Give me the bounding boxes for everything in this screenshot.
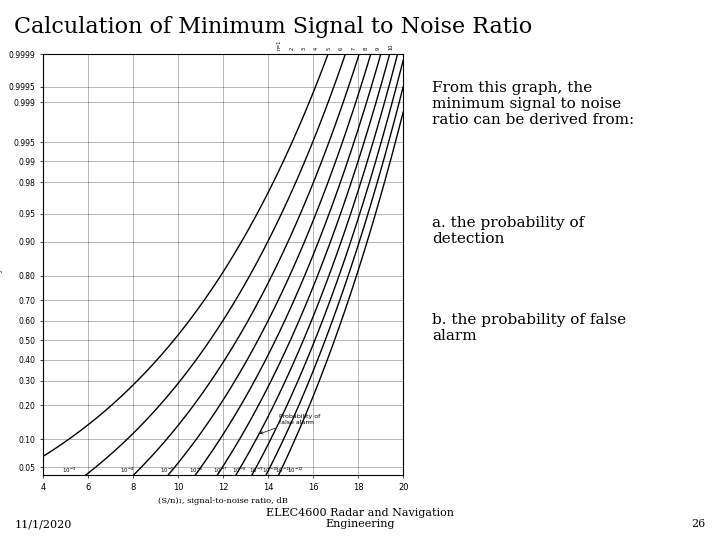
Text: b. the probability of false
alarm: b. the probability of false alarm: [432, 313, 626, 343]
Text: 10$^{-6}$: 10$^{-6}$: [189, 466, 204, 475]
Text: 10$^{-11}$: 10$^{-11}$: [276, 466, 292, 475]
Text: 11/1/2020: 11/1/2020: [14, 519, 72, 529]
Text: 3: 3: [302, 47, 307, 50]
Text: ELEC4600 Radar and Navigation
Engineering: ELEC4600 Radar and Navigation Engineerin…: [266, 508, 454, 529]
Text: 10$^{-3}$: 10$^{-3}$: [62, 466, 76, 475]
Text: 10: 10: [388, 44, 393, 50]
Text: 9: 9: [376, 47, 381, 50]
Text: 10$^{-8}$: 10$^{-8}$: [232, 466, 246, 475]
Text: Probability of
false alarm: Probability of false alarm: [261, 414, 320, 434]
Y-axis label: Probability of detection: Probability of detection: [0, 215, 4, 314]
Text: 10$^{-10}$: 10$^{-10}$: [262, 466, 279, 475]
Text: n=1: n=1: [277, 40, 282, 50]
Text: 10$^{-7}$: 10$^{-7}$: [212, 466, 227, 475]
Text: 10$^{-5}$: 10$^{-5}$: [160, 466, 174, 475]
Text: 8: 8: [364, 47, 369, 50]
Text: From this graph, the
minimum signal to noise
ratio can be derived from:: From this graph, the minimum signal to n…: [432, 81, 634, 127]
Text: Calculation of Minimum Signal to Noise Ratio: Calculation of Minimum Signal to Noise R…: [14, 16, 533, 38]
Text: 2: 2: [289, 47, 294, 50]
Text: a. the probability of
detection: a. the probability of detection: [432, 216, 584, 246]
X-axis label: (S/n)₁, signal-to-noise ratio, dB: (S/n)₁, signal-to-noise ratio, dB: [158, 497, 288, 505]
Text: 10$^{-12}$: 10$^{-12}$: [287, 466, 304, 475]
Text: 10$^{-9}$: 10$^{-9}$: [249, 466, 264, 475]
Text: 10$^{-4}$: 10$^{-4}$: [120, 466, 135, 475]
Text: 4: 4: [314, 47, 319, 50]
Text: 26: 26: [691, 519, 706, 529]
Text: 5: 5: [326, 47, 331, 50]
Text: 7: 7: [351, 47, 356, 50]
Text: 6: 6: [339, 47, 344, 50]
